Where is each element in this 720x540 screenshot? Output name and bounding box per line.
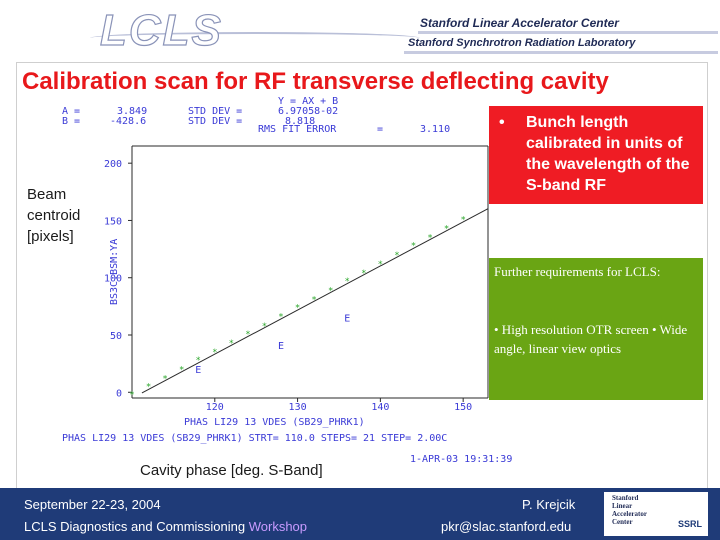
data-point: * <box>179 365 184 375</box>
point-marker-label: E <box>278 341 284 352</box>
data-point: * <box>129 391 134 401</box>
slac-logo-text: Stanford Linear Accelerator Center <box>612 494 647 526</box>
x-tick-label: 150 <box>454 402 472 413</box>
plot-axes <box>131 145 489 399</box>
y-axis-title: BS3C:BSM:YA <box>109 239 120 305</box>
y-tick-label: 0 <box>116 388 122 399</box>
x-tick-label: 120 <box>206 402 224 413</box>
data-point: * <box>212 348 217 358</box>
timestamp: 1-APR-03 19:31:39 <box>410 454 512 465</box>
header-divider <box>418 31 718 34</box>
data-point: * <box>328 286 333 296</box>
slide-title: Calibration scan for RF transverse defle… <box>22 68 609 95</box>
lcls-logo: LCLS <box>99 5 223 55</box>
data-point: * <box>427 234 432 244</box>
rms-label: RMS FIT ERROR <box>258 124 337 135</box>
logo-line: Center <box>612 518 633 526</box>
data-point: * <box>146 383 151 393</box>
data-point: * <box>162 375 167 385</box>
data-point: * <box>345 277 350 287</box>
fit-equation: Y = AX + B <box>278 96 338 107</box>
slide-footer <box>0 488 720 540</box>
y-label-line: centroid <box>27 207 81 224</box>
stat-std-value: 6.97058-02 <box>278 106 338 117</box>
stat-b-label: B = <box>62 116 80 127</box>
rms-equals: = <box>377 124 383 135</box>
x-axis-title: PHAS LI29 13 VDES (SB29_PHRK1) <box>184 417 365 428</box>
footer-email: pkr@slac.stanford.edu <box>441 519 572 534</box>
data-point: * <box>460 215 465 225</box>
stat-a-value: 3.849 <box>117 106 147 117</box>
logo-swoosh <box>90 32 420 44</box>
slide-header: LCLS Stanford Linear Accelerator Center … <box>0 0 720 62</box>
stat-std-label: STD DEV = <box>188 116 242 127</box>
data-point: * <box>311 295 316 305</box>
logo-line: Accelerator <box>612 510 647 518</box>
stat-std-label: STD DEV = <box>188 106 242 117</box>
footer-author: P. Krejcik <box>522 497 576 512</box>
y-tick-label: 100 <box>104 274 122 285</box>
data-point: * <box>196 356 201 366</box>
data-points: *********************EEE <box>129 215 466 400</box>
footer-date: September 22-23, 2004 <box>24 497 161 512</box>
fit-line <box>141 208 489 394</box>
org-name-ssrl: Stanford Synchrotron Radiation Laborator… <box>408 37 636 49</box>
y-label-line: [pixels] <box>27 228 74 245</box>
scan-info: PHAS LI29 13 VDES (SB29_PHRK1) STRT= 110… <box>62 433 447 444</box>
plot-ticks: 200 150 100 50 0 120 130 140 150 <box>104 159 472 413</box>
point-marker-label: E <box>195 365 201 376</box>
footer-event: LCLS Diagnostics and Commissioning Works… <box>24 519 307 534</box>
org-name-slac: Stanford Linear Accelerator Center <box>420 16 619 30</box>
data-point: * <box>245 330 250 340</box>
data-point: * <box>444 224 449 234</box>
data-point: * <box>229 339 234 349</box>
y-tick-label: 50 <box>110 331 122 342</box>
data-point: * <box>262 322 267 332</box>
x-axis-label: Cavity phase [deg. S-Band] <box>140 462 323 479</box>
x-tick-label: 140 <box>371 402 389 413</box>
data-point: * <box>378 260 383 270</box>
event-name: LCLS Diagnostics and Commissioning <box>24 519 249 534</box>
x-tick-label: 130 <box>289 402 307 413</box>
event-name-highlight: Workshop <box>248 519 308 534</box>
y-label-line: Beam <box>27 186 67 203</box>
requirements-list: • High resolution OTR screen • Wide angl… <box>494 322 688 356</box>
logo-line: Linear <box>612 502 633 510</box>
rms-value: 3.110 <box>420 124 450 135</box>
y-axis-label: Beam centroid [pixels] <box>27 184 80 247</box>
stat-b-value: -428.6 <box>110 116 146 127</box>
y-tick-label: 200 <box>104 159 122 170</box>
logo-line: Stanford <box>612 494 639 502</box>
slac-ssrl-logo <box>604 492 708 536</box>
stat-a-label: A = <box>62 106 80 117</box>
data-point: * <box>295 304 300 314</box>
callout-text: Bunch length calibrated in units of the … <box>526 114 690 194</box>
stat-std-value: 8.818 <box>285 116 315 127</box>
data-point: * <box>411 242 416 252</box>
requirements-box: Further requirements for LCLS: • High re… <box>489 258 703 400</box>
y-tick-label: 150 <box>104 216 122 227</box>
fit-line-segment <box>141 208 489 394</box>
ssrl-logo-text: SSRL <box>678 519 703 529</box>
point-marker-label: E <box>344 314 350 325</box>
bullet: • <box>499 114 505 131</box>
header-divider <box>404 51 718 54</box>
bunch-length-callout: • Bunch length calibrated in units of th… <box>489 106 703 204</box>
data-point: * <box>361 269 366 279</box>
requirements-heading: Further requirements for LCLS: <box>494 264 661 279</box>
data-point: * <box>394 251 399 261</box>
data-point: * <box>278 313 283 323</box>
